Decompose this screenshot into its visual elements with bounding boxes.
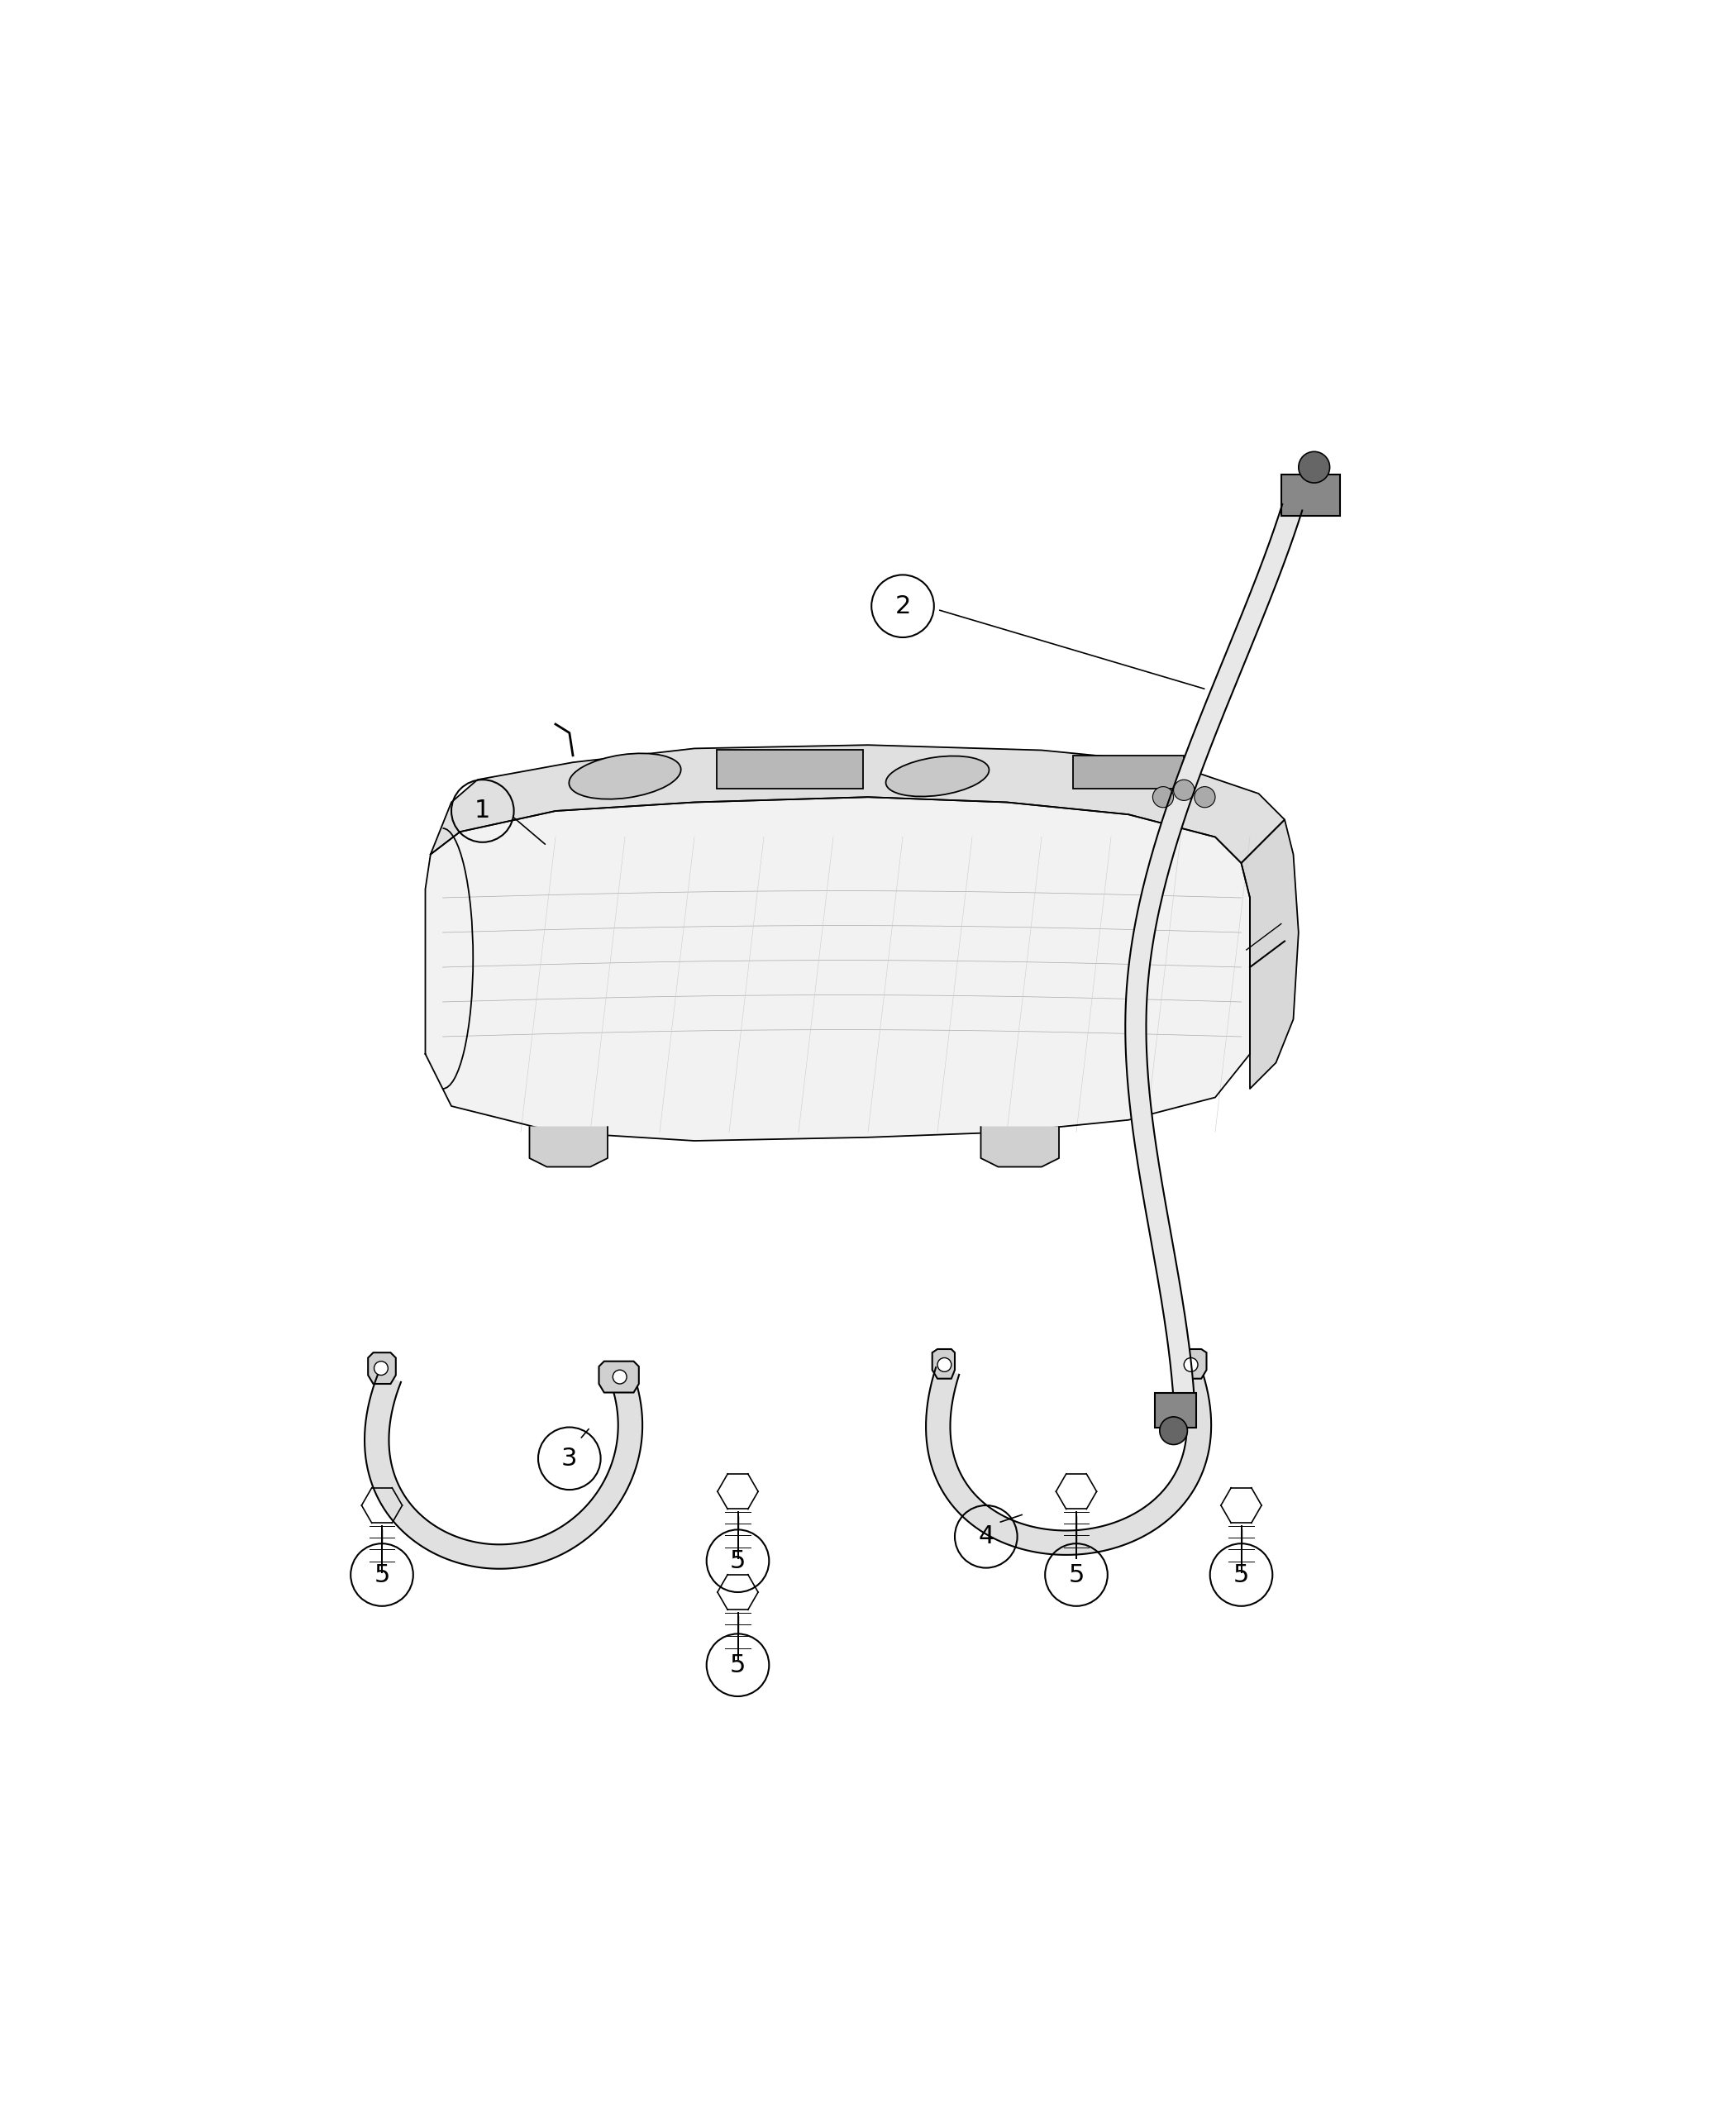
Ellipse shape (885, 757, 990, 797)
Circle shape (1194, 786, 1215, 807)
Circle shape (375, 1362, 387, 1374)
FancyBboxPatch shape (1154, 1393, 1196, 1427)
Polygon shape (425, 797, 1250, 1140)
Circle shape (937, 1358, 951, 1372)
Circle shape (1153, 786, 1174, 807)
Polygon shape (932, 1349, 955, 1379)
Text: 5: 5 (1233, 1562, 1250, 1587)
Polygon shape (368, 1353, 396, 1383)
Polygon shape (431, 744, 1285, 862)
Polygon shape (1125, 504, 1302, 1404)
Circle shape (1174, 780, 1194, 801)
Circle shape (1160, 1417, 1187, 1444)
Text: 2: 2 (894, 594, 911, 618)
Polygon shape (529, 1128, 608, 1168)
Polygon shape (925, 1364, 1212, 1556)
Ellipse shape (569, 753, 681, 799)
Polygon shape (1241, 820, 1299, 1088)
FancyBboxPatch shape (1281, 474, 1340, 516)
Text: 5: 5 (729, 1653, 746, 1678)
FancyBboxPatch shape (717, 750, 863, 788)
Polygon shape (981, 1128, 1059, 1168)
FancyBboxPatch shape (1073, 755, 1184, 788)
Text: 3: 3 (561, 1446, 578, 1471)
Polygon shape (365, 1374, 642, 1568)
Polygon shape (1175, 1349, 1207, 1379)
Text: 1: 1 (474, 799, 491, 822)
Circle shape (1299, 451, 1330, 483)
Circle shape (1184, 1358, 1198, 1372)
Text: 5: 5 (373, 1562, 391, 1587)
Text: 4: 4 (977, 1524, 995, 1549)
Text: 5: 5 (1068, 1562, 1085, 1587)
Circle shape (613, 1370, 627, 1383)
Polygon shape (599, 1362, 639, 1393)
Text: 5: 5 (729, 1549, 746, 1573)
